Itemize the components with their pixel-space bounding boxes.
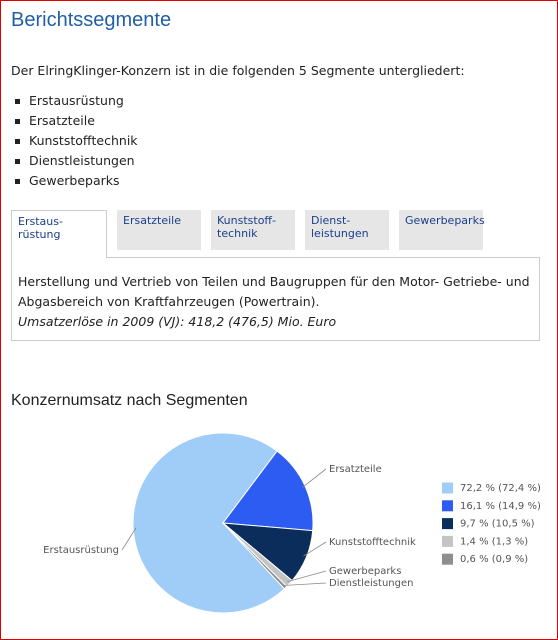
segment-list: Erstausrüstung Ersatzteile Kunststofftec…	[15, 91, 138, 191]
leader-line	[121, 527, 137, 551]
legend-label: 9,7 % (10,5 %)	[460, 519, 535, 530]
tab-bar: Erstaus- rüstung Ersatzteile Kunststoff-…	[11, 210, 493, 258]
legend-swatch	[442, 518, 453, 530]
pie-slice	[222, 450, 314, 532]
slice-label: Dienstleistungen	[329, 578, 413, 589]
slice-label: Erstausrüstung	[43, 545, 119, 556]
list-item: Erstausrüstung	[15, 91, 138, 111]
leader-line	[283, 582, 327, 586]
leader-line	[287, 570, 327, 582]
intro: Der ElringKlinger-Konzern ist in die fol…	[11, 63, 465, 78]
tab-panel: Herstellung und Vertrieb von Teilen und …	[11, 257, 540, 341]
tab[interactable]: Kunststoff- technik	[211, 210, 295, 250]
legend-label: 72,2 % (72,4 %)	[460, 483, 541, 494]
tab[interactable]: Dienst- leistungen	[305, 210, 389, 250]
panel-note: Umsatzerlöse in 2009 (VJ): 418,2 (476,5)…	[18, 314, 337, 329]
slice-label: Gewerbeparks	[329, 566, 401, 577]
legend-label: 16,1 % (14,9 %)	[460, 501, 541, 512]
slice-label: Ersatzteile	[329, 464, 382, 475]
legend-label: 0,6 % (0,9 %)	[460, 554, 528, 565]
chart-title: Konzernumsatz nach Segmenten	[11, 392, 248, 409]
slice-label: Kunststofftechnik	[329, 537, 416, 548]
leader-line	[302, 468, 327, 488]
tab[interactable]: Gewerbeparks	[399, 210, 485, 250]
legend-swatch	[442, 553, 453, 565]
page-title: Berichtssegmente	[11, 9, 172, 31]
list-item: Ersatzteile	[15, 111, 138, 131]
tab[interactable]: Ersatzteile	[117, 210, 201, 250]
tab[interactable]: Erstaus- rüstung	[11, 210, 107, 258]
chart: Erstausrüstung Ersatzteile Kunststofftechn…	[43, 432, 541, 614]
legend-swatch	[442, 500, 453, 512]
pie-slice	[132, 432, 286, 614]
legend-swatch	[442, 535, 453, 547]
list-item: Kunststofftechnik	[15, 131, 138, 151]
list-item: Dienstleistungen	[15, 151, 138, 171]
leader-line	[303, 541, 327, 557]
list-item: Gewerbeparks	[15, 171, 138, 191]
legend-swatch	[442, 482, 453, 494]
panel-text: Herstellung und Vertrieb von Teilen und …	[18, 274, 530, 309]
legend-label: 1,4 % (1,3 %)	[460, 536, 528, 547]
pie-slice	[222, 522, 288, 590]
